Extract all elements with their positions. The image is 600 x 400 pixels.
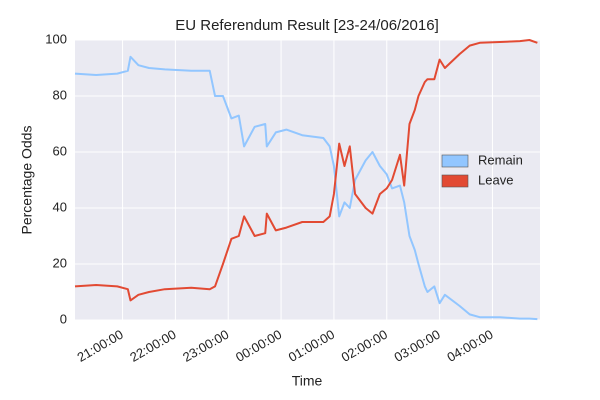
chart-title: EU Referendum Result [23-24/06/2016]: [175, 17, 439, 34]
legend-swatch: [441, 154, 469, 168]
legend-label: Remain: [478, 152, 523, 167]
series-line: [74, 55, 538, 321]
x-tick-label: 00:00:00: [233, 327, 284, 365]
y-tick-label: 40: [53, 199, 67, 214]
y-tick-label: 60: [53, 143, 67, 158]
y-tick-label: 20: [53, 255, 67, 270]
series-line: [74, 39, 538, 302]
x-tick-label: 01:00:00: [286, 327, 337, 365]
x-axis-label: Time: [292, 373, 323, 389]
y-tick-label: 0: [60, 311, 67, 326]
x-tick-label: 22:00:00: [127, 327, 178, 365]
legend-swatch: [441, 174, 469, 188]
y-tick-label: 100: [45, 31, 67, 46]
x-tick-label: 04:00:00: [444, 327, 495, 365]
x-tick-label: 23:00:00: [180, 327, 231, 365]
x-tick-label: 02:00:00: [339, 327, 390, 365]
y-axis-label: Percentage Odds: [19, 126, 35, 235]
legend-label: Leave: [478, 172, 513, 187]
x-tick-label: 21:00:00: [74, 327, 125, 365]
x-tick-label: 03:00:00: [391, 327, 442, 365]
y-tick-label: 80: [53, 87, 67, 102]
plot-background: [75, 40, 540, 320]
